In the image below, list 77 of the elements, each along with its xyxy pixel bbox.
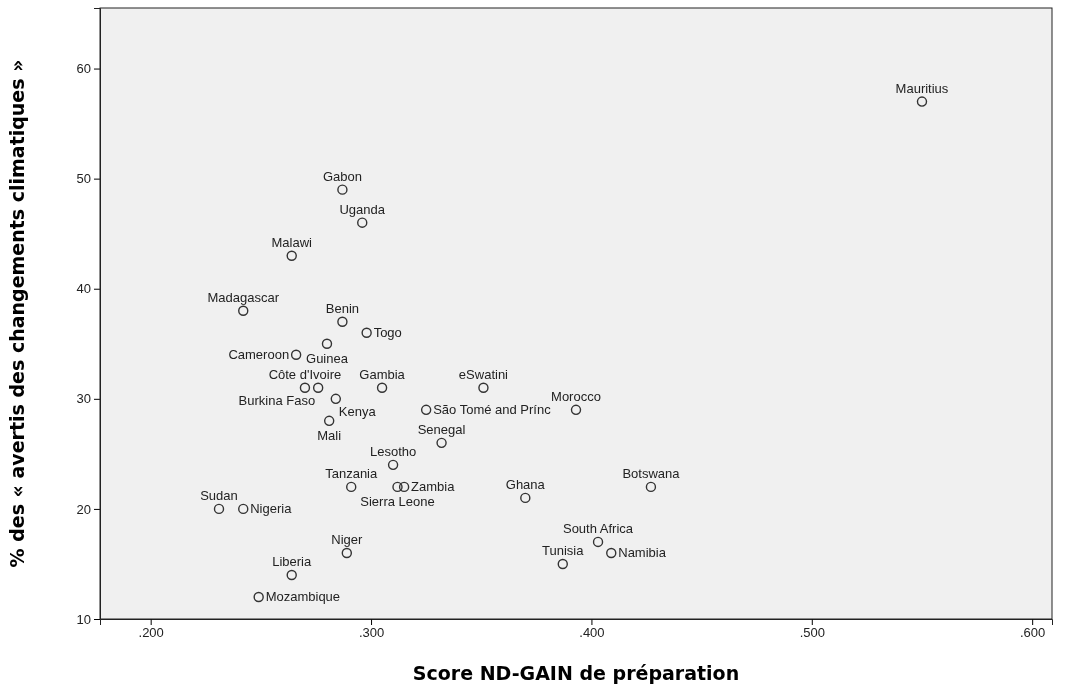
data-label: Lesotho <box>369 443 417 459</box>
point <box>361 327 372 338</box>
point <box>312 382 324 394</box>
data-label: Côte d'Ivoire <box>268 366 342 382</box>
point <box>286 569 297 581</box>
x-tick-label: .300 <box>358 625 385 641</box>
point <box>357 217 368 228</box>
data-label: Namibia <box>618 544 667 560</box>
point <box>392 481 403 493</box>
data-label: eSwatini <box>458 366 509 382</box>
data-label: Sierra Leone <box>360 493 435 509</box>
data-label: Morocco <box>551 388 601 404</box>
data-label: Guinea <box>306 350 349 366</box>
y-tick-label: 50 <box>76 171 91 187</box>
point <box>346 481 357 493</box>
y-tick-label: 40 <box>76 281 91 297</box>
point <box>341 547 353 559</box>
x-tick-label: .200 <box>138 625 164 641</box>
y-tick-label: 60 <box>76 61 91 77</box>
point <box>330 393 342 405</box>
y-tick-label: 10 <box>76 611 91 627</box>
data-label: Tanzania <box>325 465 379 481</box>
point <box>290 349 302 360</box>
point <box>420 404 432 416</box>
point <box>916 96 928 107</box>
data-label: Senegal <box>417 421 466 437</box>
point <box>213 503 225 515</box>
point <box>376 382 388 394</box>
data-label: Kenya <box>338 403 377 419</box>
data-label: Togo <box>373 324 402 340</box>
data-label: Cameroon <box>228 346 290 362</box>
point <box>286 250 297 261</box>
point <box>645 481 657 493</box>
point <box>570 404 582 416</box>
data-label: Uganda <box>339 201 386 217</box>
point <box>238 305 249 316</box>
data-label: Mauritius <box>895 80 949 96</box>
data-label: Ghana <box>505 476 546 492</box>
point <box>557 558 568 570</box>
data-label: Liberia <box>272 553 312 569</box>
y-axis-title: % des « avertis des changements climatiques » <box>6 59 28 568</box>
data-label: Botswana <box>622 465 681 481</box>
point <box>478 382 489 394</box>
data-label: Tunisia <box>542 542 585 558</box>
y-tick-label: 30 <box>76 391 91 407</box>
point <box>337 184 348 195</box>
point <box>387 459 399 471</box>
point <box>398 481 410 493</box>
x-axis-title: Score ND-GAIN de préparation <box>412 662 740 684</box>
data-label: Benin <box>325 300 360 316</box>
data-label: Zambia <box>411 478 456 494</box>
data-label: Mali <box>317 427 342 443</box>
x-tick-label: .400 <box>579 625 605 641</box>
data-label: Malawi <box>271 234 313 250</box>
point <box>520 492 531 504</box>
data-label: Niger <box>331 531 364 547</box>
data-label: Burkina Faso <box>238 392 316 408</box>
point <box>592 536 604 548</box>
data-label: Sudan <box>200 487 238 503</box>
point <box>337 316 348 327</box>
point <box>606 547 617 559</box>
x-tick-label: .500 <box>799 625 825 641</box>
data-label: Nigeria <box>250 500 293 516</box>
x-tick-label: .600 <box>1020 625 1046 641</box>
point <box>436 437 447 449</box>
data-label: South Africa <box>562 520 634 536</box>
data-label: São Tomé and Prínc <box>433 401 552 417</box>
y-tick-label: 20 <box>76 501 91 517</box>
point <box>321 338 333 349</box>
data-label: Mozambique <box>265 588 341 604</box>
point <box>299 382 311 394</box>
data-label: Madagascar <box>207 289 280 305</box>
data-label: Gabon <box>322 168 362 184</box>
point <box>253 591 264 603</box>
point <box>323 415 335 427</box>
point <box>238 503 249 515</box>
data-label: Gambia <box>359 366 406 382</box>
